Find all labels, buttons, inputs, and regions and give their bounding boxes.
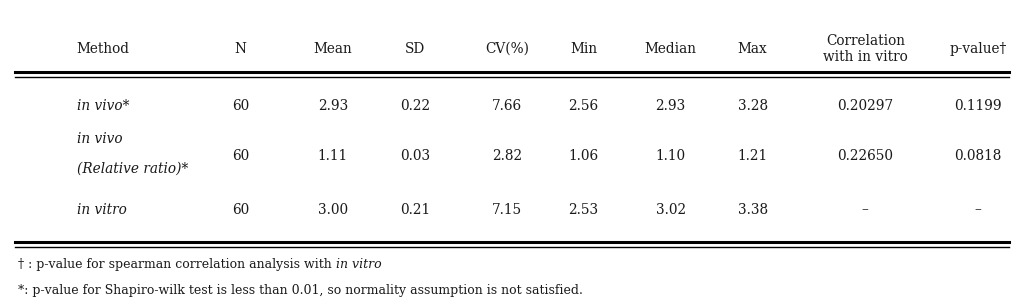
Text: 3.02: 3.02 <box>655 203 686 217</box>
Text: 1.11: 1.11 <box>317 149 348 163</box>
Text: Median: Median <box>645 42 696 56</box>
Text: 60: 60 <box>232 149 249 163</box>
Text: 7.66: 7.66 <box>492 99 522 113</box>
Text: (Relative ratio)*: (Relative ratio)* <box>77 161 188 175</box>
Text: 2.56: 2.56 <box>568 99 599 113</box>
Text: 7.15: 7.15 <box>492 203 522 217</box>
Text: 3.38: 3.38 <box>737 203 768 217</box>
Text: Method: Method <box>77 42 130 56</box>
Text: –: – <box>862 203 868 217</box>
Text: Correlation
with in vitro: Correlation with in vitro <box>823 34 907 64</box>
Text: 1.21: 1.21 <box>737 149 768 163</box>
Text: in vitro: in vitro <box>336 258 382 271</box>
Text: 60: 60 <box>232 99 249 113</box>
Text: N: N <box>234 42 247 56</box>
Text: Min: Min <box>570 42 597 56</box>
Text: SD: SD <box>404 42 425 56</box>
Text: 2.93: 2.93 <box>317 99 348 113</box>
Text: 0.0818: 0.0818 <box>954 149 1001 163</box>
Text: 0.22: 0.22 <box>399 99 430 113</box>
Text: 60: 60 <box>232 203 249 217</box>
Text: 2.82: 2.82 <box>492 149 522 163</box>
Text: Max: Max <box>738 42 767 56</box>
Text: 1.10: 1.10 <box>655 149 686 163</box>
Text: 1.06: 1.06 <box>568 149 599 163</box>
Text: 0.22650: 0.22650 <box>838 149 893 163</box>
Text: Mean: Mean <box>313 42 352 56</box>
Text: 0.03: 0.03 <box>399 149 430 163</box>
Text: † : p-value for spearman correlation analysis with: † : p-value for spearman correlation ana… <box>18 258 336 271</box>
Text: 2.93: 2.93 <box>655 99 686 113</box>
Text: 0.1199: 0.1199 <box>954 99 1001 113</box>
Text: in vivo: in vivo <box>77 132 123 146</box>
Text: p-value†: p-value† <box>949 42 1007 56</box>
Text: –: – <box>975 203 981 217</box>
Text: 3.00: 3.00 <box>317 203 348 217</box>
Text: 0.21: 0.21 <box>399 203 430 217</box>
Text: in vivo*: in vivo* <box>77 99 129 113</box>
Text: CV(%): CV(%) <box>485 42 528 56</box>
Text: 0.20297: 0.20297 <box>838 99 893 113</box>
Text: in vitro: in vitro <box>77 203 127 217</box>
Text: *: p-value for Shapiro-wilk test is less than 0.01, so normality assumption is n: *: p-value for Shapiro-wilk test is less… <box>18 284 584 297</box>
Text: 3.28: 3.28 <box>737 99 768 113</box>
Text: 2.53: 2.53 <box>568 203 599 217</box>
